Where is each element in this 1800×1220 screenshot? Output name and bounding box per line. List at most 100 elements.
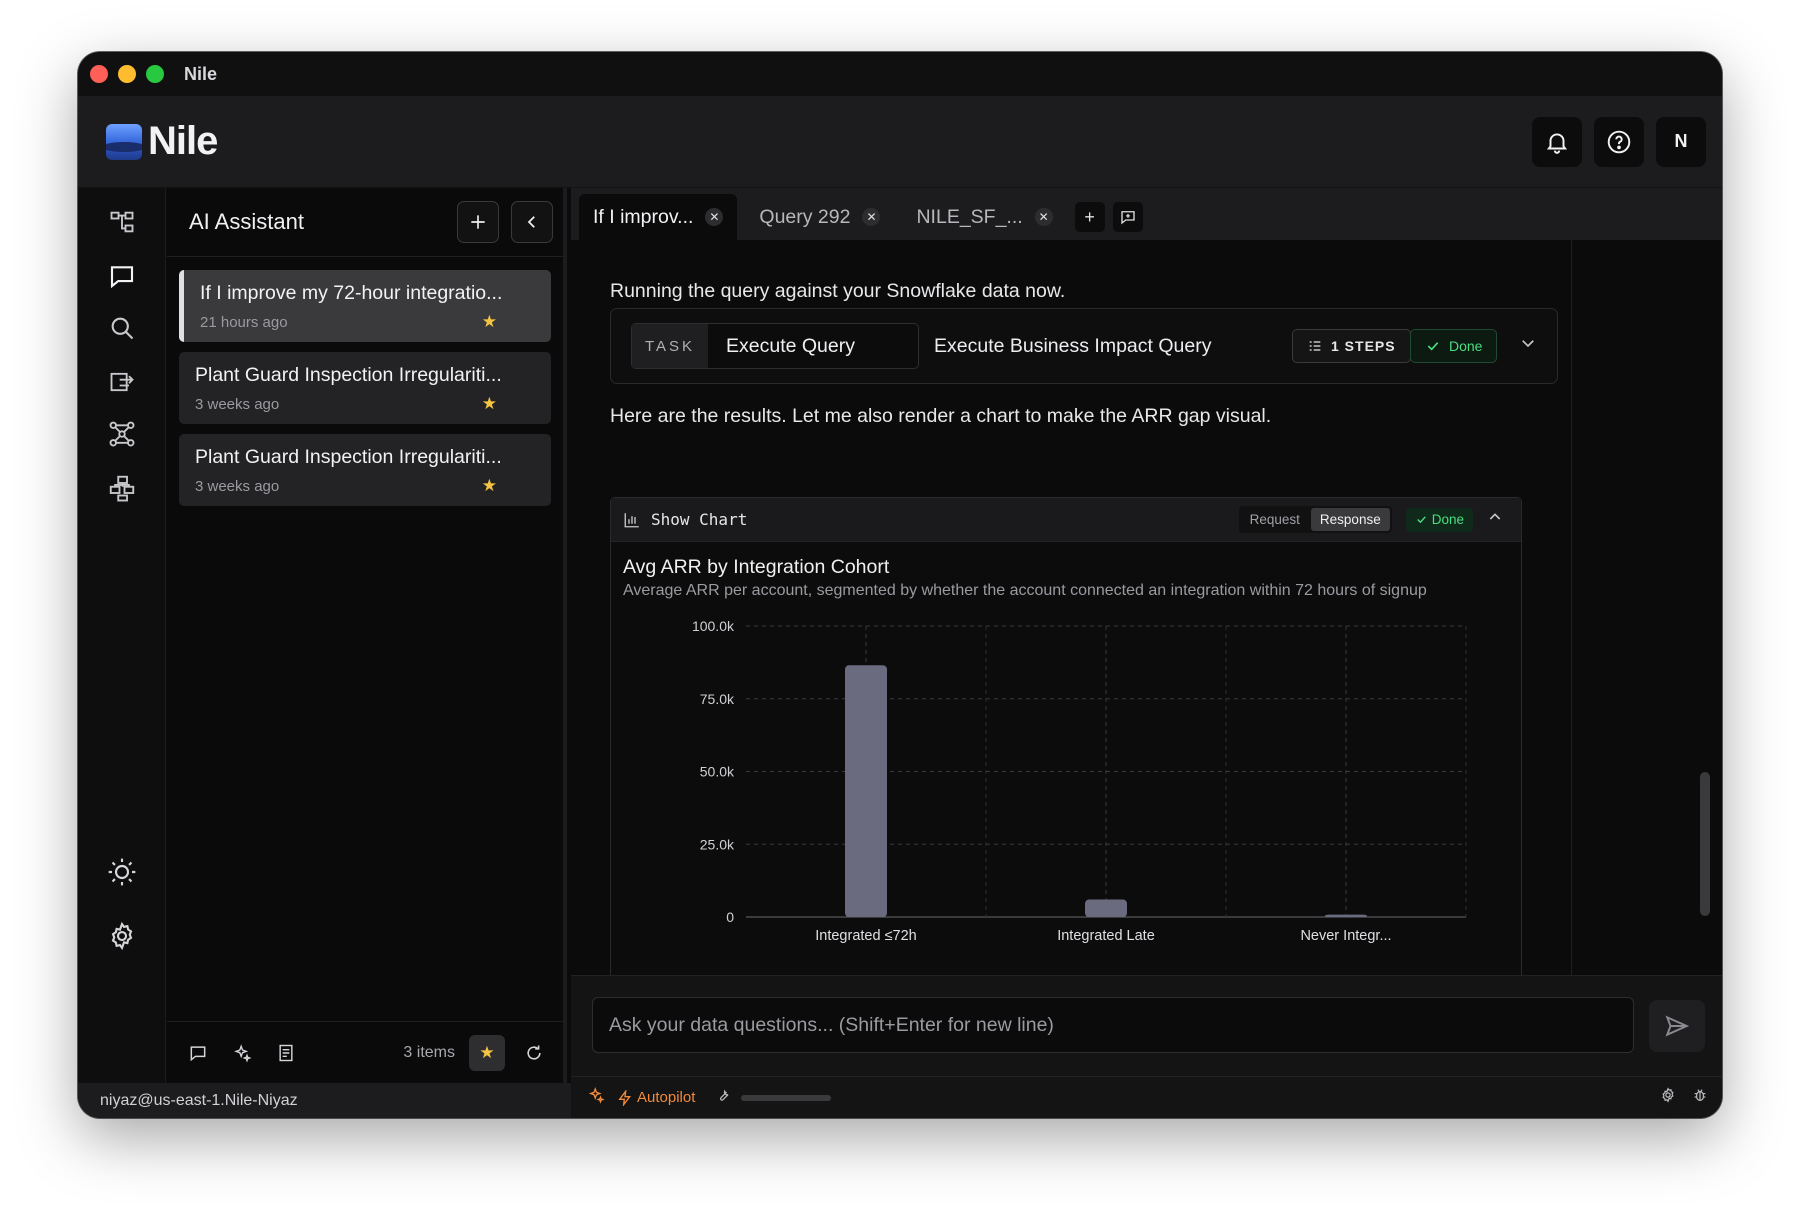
- brand-logo[interactable]: Nile: [106, 119, 218, 164]
- settings-button[interactable]: [102, 916, 142, 956]
- star-icon[interactable]: ★: [481, 312, 497, 331]
- rail-import-button[interactable]: [102, 362, 142, 402]
- tab-query[interactable]: Query 292 ✕: [745, 194, 895, 240]
- request-response-toggle: Request Response: [1238, 506, 1392, 533]
- gear-icon: [1662, 1087, 1674, 1103]
- chart-card-header[interactable]: Show Chart Request Response Done: [611, 498, 1521, 542]
- chat-filter-button[interactable]: [187, 1042, 209, 1064]
- context-usage-bar: [741, 1094, 832, 1101]
- app-header: Nile N: [78, 96, 1722, 188]
- plus-icon: +: [1084, 206, 1095, 227]
- plus-icon: [471, 215, 485, 229]
- title-bar: Nile: [78, 52, 1722, 96]
- rail-graph-button[interactable]: [102, 414, 142, 454]
- search-icon: [111, 317, 134, 340]
- close-icon[interactable]: ✕: [705, 208, 724, 226]
- x-tick-label: Integrated Late: [1057, 928, 1155, 944]
- star-icon[interactable]: ★: [481, 394, 497, 413]
- minimize-window-button[interactable]: [118, 65, 136, 83]
- collapse-chart-button[interactable]: [1487, 509, 1503, 530]
- chart-title: Avg ARR by Integration Cohort: [623, 556, 890, 578]
- user-avatar[interactable]: N: [1656, 116, 1706, 167]
- close-window-button[interactable]: [90, 65, 108, 83]
- help-button[interactable]: [1594, 116, 1644, 167]
- tab-bar: If I improv... ✕ Query 292 ✕ NILE_SF_...…: [571, 188, 1722, 240]
- new-tab-button[interactable]: +: [1074, 202, 1105, 232]
- theme-toggle-button[interactable]: [102, 852, 142, 892]
- debug-button[interactable]: [1692, 1087, 1708, 1108]
- rail-lineage-button[interactable]: [102, 468, 142, 508]
- tab-label: Query 292: [759, 205, 851, 228]
- chart-subtitle: Average ARR per account, segmented by wh…: [623, 582, 1427, 599]
- response-tab[interactable]: Response: [1310, 508, 1390, 531]
- notifications-button[interactable]: [1532, 116, 1582, 167]
- flow-icon: [109, 475, 135, 502]
- chart-card-title: Show Chart: [651, 510, 748, 529]
- rail-schema-button[interactable]: [102, 202, 142, 242]
- conversation-time: 3 weeks ago: [195, 396, 280, 413]
- request-tab[interactable]: Request: [1249, 512, 1300, 527]
- chat-icon: [190, 1045, 206, 1061]
- steps-label: 1 STEPS: [1331, 338, 1396, 354]
- hierarchy-icon: [110, 211, 134, 233]
- help-icon: [1607, 130, 1631, 153]
- sparkle-button[interactable]: [587, 1086, 605, 1109]
- status-label: Done: [1431, 512, 1464, 527]
- new-conversation-button[interactable]: [457, 201, 499, 243]
- y-tick-label: 75.0k: [700, 691, 735, 707]
- bar: [1085, 899, 1127, 917]
- refresh-icon: [527, 1045, 541, 1060]
- conversation-item[interactable]: If I improve my 72-hour integratio... 21…: [179, 270, 551, 342]
- conversations-panel: AI Assistant If I improve my 72-hour int…: [167, 188, 567, 1083]
- import-icon: [110, 372, 134, 392]
- insights-filter-button[interactable]: [231, 1042, 253, 1064]
- task-status-badge: Done: [1410, 329, 1498, 363]
- task-box: TASK Execute Query: [631, 323, 919, 369]
- collapse-panel-button[interactable]: [511, 201, 553, 243]
- nile-logo-icon: [106, 123, 142, 160]
- scrollbar[interactable]: [1700, 772, 1710, 916]
- bottom-toolbar: Autopilot: [571, 1076, 1722, 1118]
- zoom-window-button[interactable]: [146, 65, 164, 83]
- new-chat-tab-button[interactable]: [1112, 202, 1143, 232]
- send-button[interactable]: [1649, 1000, 1705, 1052]
- bottom-settings-button[interactable]: [1660, 1087, 1676, 1108]
- panel-footer: 3 items ★: [167, 1021, 563, 1083]
- conversation-title: Plant Guard Inspection Irregulariti...: [195, 446, 502, 468]
- y-tick-label: 25.0k: [700, 836, 735, 852]
- rail-chat-button[interactable]: [102, 256, 142, 296]
- list-icon: [1309, 341, 1321, 351]
- question-input[interactable]: [592, 997, 1634, 1053]
- star-icon[interactable]: ★: [481, 476, 497, 495]
- network-icon: [109, 421, 135, 447]
- starred-filter-button[interactable]: ★: [469, 1034, 505, 1071]
- steps-button[interactable]: 1 STEPS: [1292, 329, 1411, 363]
- conversation-item[interactable]: Plant Guard Inspection Irregulariti... 3…: [179, 352, 551, 424]
- status-label: Done: [1449, 338, 1483, 354]
- bell-icon: [1546, 132, 1568, 154]
- conversation-item[interactable]: Plant Guard Inspection Irregulariti... 3…: [179, 434, 551, 506]
- y-tick-label: 50.0k: [700, 764, 735, 780]
- close-icon[interactable]: ✕: [1034, 208, 1053, 226]
- x-tick-label: Never Integr...: [1300, 928, 1391, 944]
- expand-task-button[interactable]: [1519, 334, 1537, 357]
- refresh-button[interactable]: [523, 1042, 545, 1064]
- chevron-down-icon: [1522, 340, 1534, 348]
- close-icon[interactable]: ✕: [862, 208, 881, 226]
- tab-label: NILE_SF_...: [916, 205, 1023, 228]
- panel-title: AI Assistant: [189, 209, 304, 234]
- tab-conversation[interactable]: If I improv... ✕: [579, 194, 738, 240]
- tools-button[interactable]: [715, 1087, 731, 1108]
- tab-table[interactable]: NILE_SF_... ✕: [902, 194, 1067, 240]
- chat-thread: Running the query against your Snowflake…: [571, 240, 1571, 975]
- send-icon: [1665, 1015, 1690, 1037]
- tab-label: If I improv...: [593, 205, 694, 228]
- assistant-message: Here are the results. Let me also render…: [610, 405, 1272, 427]
- chart-card: Show Chart Request Response Done Avg ARR…: [610, 497, 1522, 975]
- rail-search-button[interactable]: [102, 308, 142, 348]
- autopilot-toggle[interactable]: Autopilot: [617, 1089, 695, 1106]
- notes-filter-button[interactable]: [275, 1042, 297, 1064]
- chat-icon: [110, 266, 134, 289]
- bug-icon: [1694, 1089, 1706, 1101]
- conversation-title: Plant Guard Inspection Irregulariti...: [195, 364, 502, 386]
